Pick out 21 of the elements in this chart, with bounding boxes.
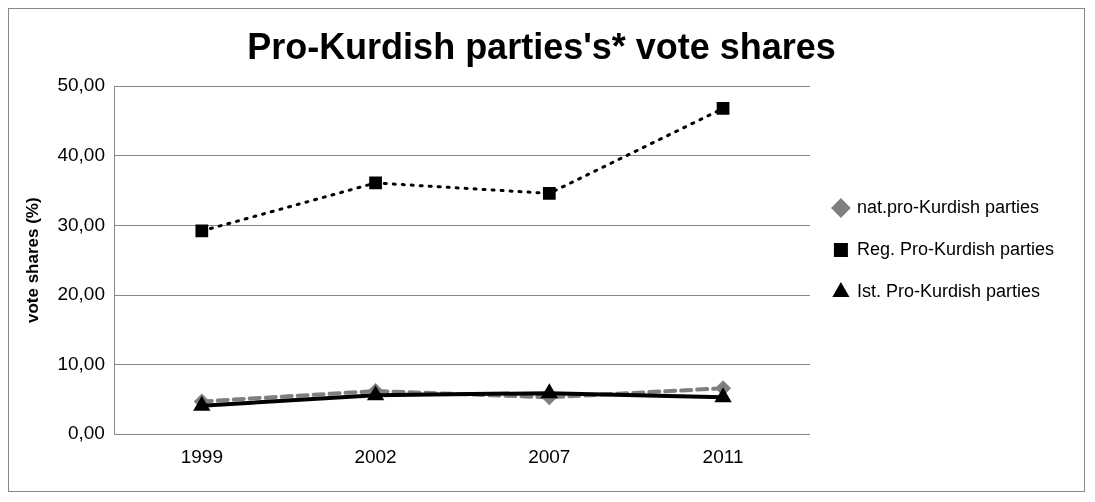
- x-tick-label: 2007: [528, 445, 571, 467]
- point: [369, 176, 382, 190]
- y-tick-label: 0,00: [67, 422, 105, 444]
- y-tick-label: 20,00: [57, 283, 105, 305]
- y-axis-title: vote shares (%): [22, 197, 42, 324]
- legend-label: Reg. Pro-Kurdish parties: [856, 238, 1055, 259]
- point: [716, 102, 730, 115]
- point: [714, 387, 732, 403]
- legend-label: nat.pro-Kurdish parties: [856, 196, 1040, 217]
- point: [195, 224, 209, 238]
- legend-label: Ist. Pro-Kurdish parties: [856, 280, 1040, 301]
- x-tick-label: 2011: [702, 445, 744, 467]
- y-tick-label: 30,00: [57, 213, 105, 235]
- chart-title: Pro-Kurdish parties's* vote shares: [247, 25, 836, 67]
- y-tick-label: 40,00: [57, 144, 105, 166]
- x-tick-label: 2002: [354, 445, 397, 467]
- point: [540, 383, 558, 399]
- y-tick-label: 10,00: [57, 352, 105, 374]
- point: [542, 187, 556, 200]
- x-tick-label: 1999: [180, 445, 223, 467]
- y-tick-label: 50,00: [57, 74, 105, 96]
